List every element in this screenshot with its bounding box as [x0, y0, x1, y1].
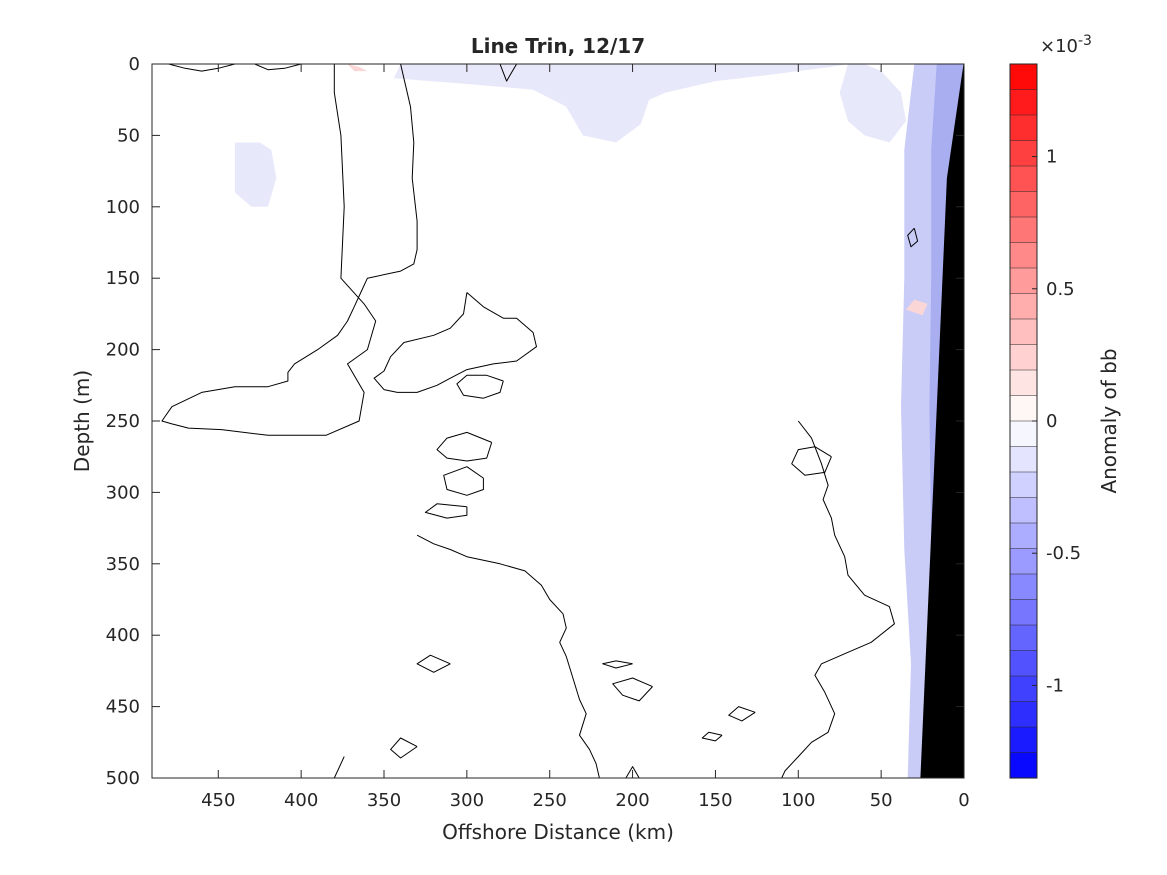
zero-contour-line	[416, 654, 451, 673]
colorbar-level	[1009, 650, 1038, 677]
y-tick-label: 150	[106, 268, 140, 289]
colorbar-level	[1009, 267, 1038, 295]
zero-contour-line	[254, 64, 302, 71]
colorbar-level	[1009, 395, 1038, 422]
colorbar-level	[1009, 344, 1038, 371]
x-tick-label: 0	[958, 790, 969, 811]
negative-anomaly-region	[839, 64, 906, 143]
y-tick-label: 0	[129, 54, 140, 75]
x-axis: 450 400 350 300 250 200 150 100 50 0	[201, 64, 970, 811]
zero-contour-line	[390, 737, 418, 759]
colorbar-tick-label: -1	[1046, 675, 1064, 696]
x-tick-label: 100	[781, 790, 815, 811]
colorbar-label: Anomaly of bb	[1097, 348, 1121, 493]
colorbar-level	[1009, 522, 1038, 550]
seafloor-mask	[920, 64, 964, 778]
colorbar-level	[1009, 726, 1038, 754]
zero-contour-line	[161, 64, 418, 436]
zero-contour-line	[701, 731, 723, 742]
colorbar-level	[1009, 191, 1038, 218]
y-axis: 0 50 100 150 200 250 300 350 400 450 500	[106, 54, 964, 789]
colorbar-tick-label: -0.5	[1046, 543, 1081, 564]
colorbar-level	[1009, 624, 1038, 652]
zero-contour-line	[443, 466, 484, 496]
colorbar-level	[1009, 63, 1038, 91]
x-tick-label: 400	[284, 790, 318, 811]
x-tick-label: 50	[870, 790, 893, 811]
x-tick-label: 300	[450, 790, 484, 811]
zero-contour-line	[373, 292, 537, 393]
colorbar-level	[1009, 420, 1038, 448]
y-tick-label: 450	[106, 697, 140, 718]
x-axis-label: Offshore Distance (km)	[442, 820, 674, 844]
colorbar-level	[1009, 548, 1038, 575]
colorbar-level	[1009, 140, 1038, 167]
colorbar-exponent-base: ×10	[1040, 36, 1078, 57]
colorbar-level	[1009, 293, 1038, 320]
x-tick-label: 450	[201, 790, 235, 811]
colorbar-level	[1009, 318, 1038, 346]
x-tick-label: 250	[533, 790, 567, 811]
zero-contour-line	[907, 227, 919, 248]
y-axis-label: Depth (m)	[70, 370, 94, 472]
colorbar-level	[1009, 752, 1038, 779]
y-tick-label: 500	[106, 768, 140, 789]
zero-contour-line	[456, 374, 504, 399]
y-tick-label: 100	[106, 197, 140, 218]
y-tick-label: 200	[106, 340, 140, 361]
plot-background	[152, 64, 964, 778]
zero-contour-line	[416, 534, 600, 778]
x-tick-label: 150	[698, 790, 732, 811]
colorbar-level	[1009, 446, 1038, 473]
zero-contour-line	[602, 660, 633, 669]
colorbar-level	[1009, 216, 1038, 244]
colorbar-level	[1009, 369, 1038, 397]
colorbar-ticks: -1 -0.5 0 0.5 1	[1032, 147, 1081, 696]
zero-contour-line	[612, 677, 653, 702]
colorbar-level	[1009, 701, 1038, 728]
zero-contour-line	[791, 446, 832, 476]
zero-contour-line	[168, 64, 236, 72]
colorbar-level	[1009, 675, 1038, 703]
zero-contour-line	[436, 431, 493, 462]
y-tick-label: 300	[106, 482, 140, 503]
colorbar-level	[1009, 599, 1038, 626]
colorbar-tick-label: 1	[1046, 147, 1057, 168]
chart-title: Line Trin, 12/17	[471, 34, 645, 58]
x-tick-label: 350	[367, 790, 401, 811]
zero-contour-line	[424, 503, 468, 519]
zero-contour-line	[625, 766, 640, 778]
colorbar-level	[1009, 114, 1038, 142]
y-tick-label: 350	[106, 554, 140, 575]
negative-anomaly-region	[393, 64, 848, 143]
colorbar-level	[1009, 89, 1038, 116]
colorbar-level	[1009, 242, 1038, 269]
zero-contour-line	[333, 756, 345, 778]
positive-anomaly-region	[906, 299, 928, 316]
y-tick-label: 400	[106, 625, 140, 646]
colorbar-exponent: ×10-3	[1040, 33, 1092, 57]
colorbar-level	[1009, 471, 1038, 499]
positive-anomaly-region	[347, 64, 368, 72]
zero-contour-line	[728, 706, 756, 722]
colorbar-tick-label: 0	[1046, 411, 1057, 432]
colorbar-level	[1009, 573, 1038, 601]
negative-anomaly-region	[234, 142, 277, 207]
zero-contour-line	[781, 420, 895, 778]
colorbar-tick-label: 0.5	[1046, 279, 1075, 300]
colorbar-level	[1009, 165, 1038, 193]
contour-plot	[152, 64, 964, 778]
zero-contour-line	[499, 64, 518, 82]
y-tick-label: 250	[106, 411, 140, 432]
colorbar-level	[1009, 497, 1038, 524]
y-tick-label: 50	[117, 125, 140, 146]
x-tick-label: 200	[615, 790, 649, 811]
colorbar-exponent-power: -3	[1078, 33, 1092, 49]
